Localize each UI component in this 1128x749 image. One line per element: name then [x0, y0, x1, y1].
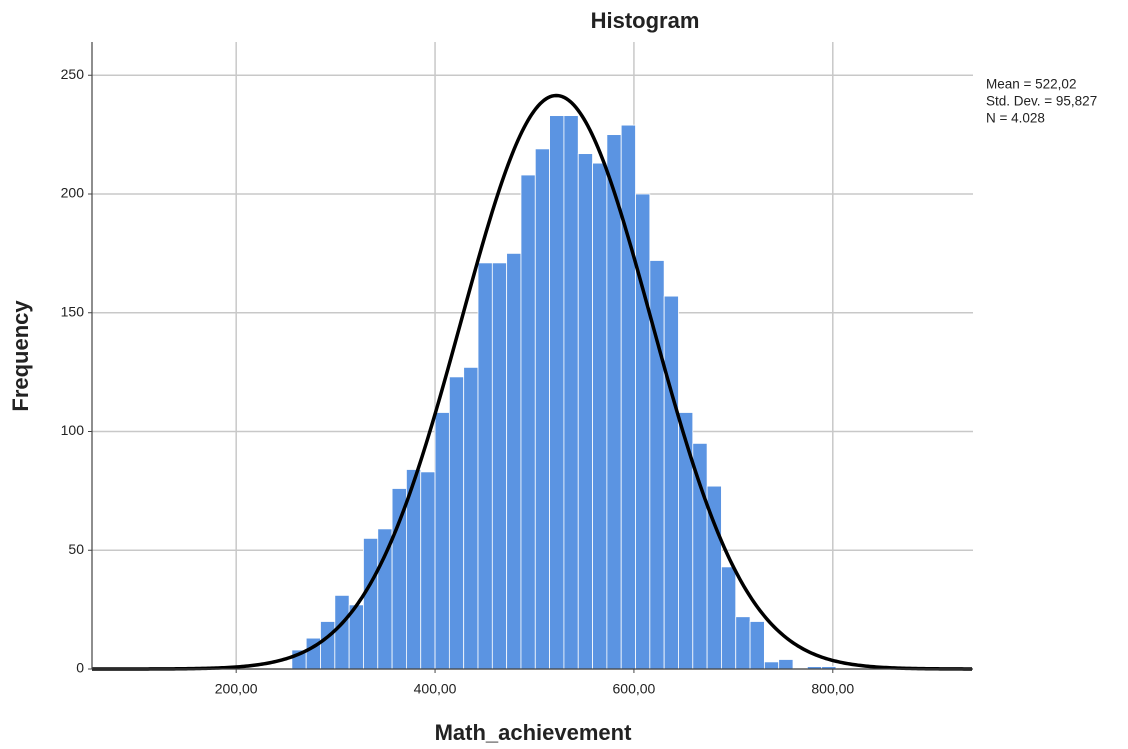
- bar: [534, 148, 551, 670]
- y-tick-label: 50: [68, 541, 84, 557]
- chart-title: Histogram: [591, 8, 700, 33]
- bar: [391, 488, 407, 670]
- stat-n: N = 4.028: [986, 111, 1045, 126]
- bar: [549, 115, 565, 670]
- bar: [377, 528, 393, 670]
- y-tick-label: 150: [61, 303, 85, 319]
- y-tick-label: 250: [61, 66, 85, 82]
- y-tick-label: 100: [61, 422, 85, 438]
- normal-curve: [92, 93, 973, 671]
- x-tick-label: 200,00: [215, 681, 258, 697]
- bar: [721, 566, 737, 670]
- x-tick-label: 400,00: [414, 681, 457, 697]
- bar: [577, 153, 593, 670]
- x-tick-label: 800,00: [811, 681, 854, 697]
- bar: [434, 412, 450, 670]
- bar: [763, 661, 780, 670]
- bar: [663, 295, 679, 670]
- bar: [749, 621, 765, 670]
- bar: [491, 262, 508, 670]
- bar: [506, 252, 522, 670]
- y-tick-label: 0: [76, 660, 84, 676]
- bar: [448, 376, 465, 670]
- y-tick-label: 200: [61, 185, 85, 201]
- bar: [692, 442, 708, 670]
- bar: [420, 471, 436, 670]
- bar: [563, 115, 579, 670]
- bar: [735, 616, 751, 670]
- bar: [463, 366, 479, 670]
- bar: [334, 594, 350, 670]
- bar: [477, 262, 493, 670]
- bar: [778, 659, 794, 670]
- x-axis-label: Math_achievement: [435, 720, 633, 745]
- x-tick-label: 600,00: [613, 681, 656, 697]
- stat-std-dev: Std. Dev. = 95,827: [986, 94, 1097, 109]
- bar: [520, 174, 536, 670]
- bar: [363, 537, 379, 670]
- y-axis-label: Frequency: [8, 300, 33, 412]
- bar: [320, 621, 336, 670]
- stat-mean: Mean = 522,02: [986, 77, 1076, 92]
- bar: [620, 124, 636, 670]
- bar: [592, 162, 608, 670]
- bar: [606, 134, 622, 670]
